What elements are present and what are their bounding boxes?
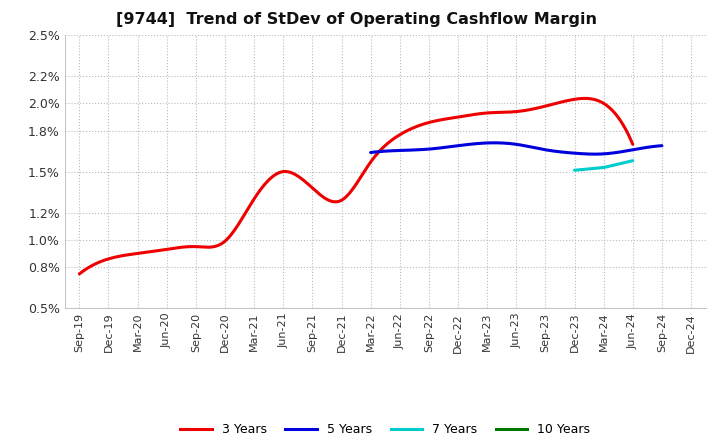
3 Years <box>77 270 86 275</box>
5 Years <box>546 148 554 153</box>
Legend: 3 Years, 5 Years, 7 Years, 10 Years: 3 Years, 5 Years, 7 Years, 10 Years <box>176 418 595 440</box>
3 Years <box>414 123 423 128</box>
7 Years <box>629 158 637 163</box>
3 Years <box>577 96 585 101</box>
5 Years <box>541 147 549 152</box>
5 Years <box>590 151 599 157</box>
5 Years <box>657 143 666 148</box>
5 Years <box>540 147 549 152</box>
3 Years <box>405 127 413 132</box>
Line: 3 Years: 3 Years <box>79 99 633 274</box>
3 Years <box>541 103 550 109</box>
3 Years <box>580 96 589 101</box>
Line: 7 Years: 7 Years <box>575 161 633 170</box>
5 Years <box>490 140 499 146</box>
5 Years <box>367 150 376 155</box>
7 Years <box>599 165 608 170</box>
3 Years <box>629 142 637 147</box>
3 Years <box>75 271 84 276</box>
3 Years <box>402 128 411 133</box>
Line: 5 Years: 5 Years <box>371 143 662 154</box>
5 Years <box>632 147 641 152</box>
5 Years <box>366 150 375 155</box>
7 Years <box>570 168 579 173</box>
Text: [9744]  Trend of StDev of Operating Cashflow Margin: [9744] Trend of StDev of Operating Cashf… <box>116 12 597 27</box>
5 Years <box>613 150 622 155</box>
